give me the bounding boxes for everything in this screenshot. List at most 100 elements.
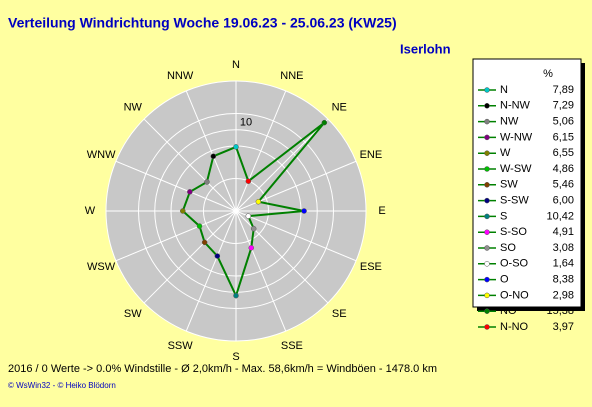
- spoke: [115, 160, 237, 212]
- legend-value: 7,89: [553, 84, 574, 96]
- direction-label: NNW: [167, 70, 194, 82]
- direction-label: NW: [124, 102, 143, 114]
- legend-label: N-NO: [500, 321, 529, 333]
- legend-value: 8,38: [553, 274, 574, 286]
- direction-label: NE: [332, 102, 347, 114]
- credit: © WsWin32 - © Heiko Blödorn: [8, 381, 116, 390]
- direction-label: E: [378, 205, 385, 217]
- legend-label: N: [500, 84, 508, 96]
- direction-label: W: [85, 205, 96, 217]
- direction-label: ESE: [360, 261, 382, 273]
- legend-value: 4,91: [553, 226, 574, 238]
- spoke: [143, 210, 237, 304]
- legend-value: 5,46: [553, 179, 574, 191]
- legend-marker: [484, 292, 490, 299]
- direction-label: WSW: [87, 261, 116, 273]
- legend-label: O: [500, 274, 509, 286]
- subtitle: Iserlohn: [400, 41, 451, 56]
- legend-marker: [484, 261, 490, 267]
- legend-value: 3,08: [553, 242, 574, 254]
- legend-marker: [484, 276, 490, 283]
- legend-label: S-SO: [500, 226, 527, 238]
- direction-label: ENE: [360, 149, 383, 161]
- legend-box: [472, 58, 582, 308]
- direction-label: NNE: [280, 70, 303, 82]
- direction-label: SSW: [168, 340, 194, 352]
- spoke: [185, 90, 237, 212]
- data-point: [187, 189, 193, 195]
- legend-marker: [484, 134, 490, 141]
- legend-label: NO: [500, 305, 517, 317]
- legend-marker: [484, 213, 490, 220]
- spoke: [185, 210, 237, 332]
- data-point: [214, 253, 221, 259]
- data-point: [201, 239, 208, 246]
- data-point: [245, 178, 252, 184]
- data-point: [233, 144, 239, 150]
- legend-value: 10,42: [546, 210, 574, 222]
- legend-label: NW: [500, 116, 519, 128]
- legend-label: S: [500, 210, 507, 222]
- legend-label: W-SW: [500, 163, 532, 175]
- legend-marker: [484, 87, 490, 93]
- direction-label: WNW: [87, 149, 116, 161]
- legend-marker: [484, 103, 490, 109]
- legend-label: O-NO: [500, 289, 529, 301]
- legend-marker: [484, 118, 490, 125]
- legend-label: W-NW: [500, 131, 533, 143]
- direction-label: SSE: [281, 340, 303, 352]
- direction-label: SW: [124, 308, 142, 320]
- spoke: [235, 210, 357, 262]
- spoke: [235, 210, 329, 304]
- legend-value: 6,15: [553, 131, 574, 143]
- direction-label: S: [232, 351, 239, 363]
- spoke: [143, 118, 237, 212]
- direction-label: N: [232, 59, 240, 71]
- legend-value: 5,06: [553, 116, 574, 128]
- legend-marker: [484, 245, 490, 251]
- legend-marker: [484, 166, 490, 172]
- legend-label: O-SO: [500, 258, 529, 270]
- data-point: [248, 245, 255, 251]
- data-point: [204, 179, 210, 185]
- data-point: [233, 292, 239, 299]
- legend-value: 3,97: [553, 321, 574, 333]
- data-point: [196, 223, 203, 229]
- legend-value: 6,55: [553, 147, 574, 159]
- spoke: [115, 210, 237, 262]
- legend-value: 2,98: [553, 289, 574, 301]
- spoke: [235, 90, 287, 212]
- data-point: [180, 208, 186, 214]
- legend-marker: [484, 308, 490, 314]
- legend-value: 4,86: [553, 163, 574, 175]
- legend-marker: [484, 324, 490, 330]
- legend-title: %: [543, 68, 553, 80]
- data-point: [210, 153, 217, 160]
- legend-label: W: [500, 147, 511, 159]
- data-point: [245, 213, 252, 219]
- r-grid-ring: [154, 129, 318, 293]
- data-point: [255, 198, 262, 205]
- data-point: [250, 225, 257, 232]
- data-point: [301, 208, 307, 214]
- legend-value: 6,00: [553, 195, 574, 207]
- legend-label: SO: [500, 242, 516, 254]
- spoke: [235, 210, 287, 332]
- legend-value: 1,64: [553, 258, 574, 270]
- spoke: [235, 118, 329, 212]
- r-tick-label: 10: [240, 117, 252, 129]
- legend-label: S-SW: [500, 195, 529, 207]
- data-point: [321, 119, 328, 126]
- legend-label: SW: [500, 179, 518, 191]
- legend-marker: [484, 229, 490, 235]
- chart-title: Verteilung Windrichtung Woche 19.06.23 -…: [8, 15, 397, 31]
- footer: 2016 / 0 Werte -> 0.0% Windstille - Ø 2,…: [8, 363, 437, 375]
- legend-marker: [484, 150, 490, 156]
- legend-value: 15,38: [546, 305, 574, 317]
- direction-label: SE: [332, 308, 347, 320]
- legend-value: 7,29: [553, 100, 574, 112]
- legend-marker: [484, 197, 490, 204]
- legend-marker: [484, 182, 490, 188]
- legend-label: N-NW: [500, 100, 531, 112]
